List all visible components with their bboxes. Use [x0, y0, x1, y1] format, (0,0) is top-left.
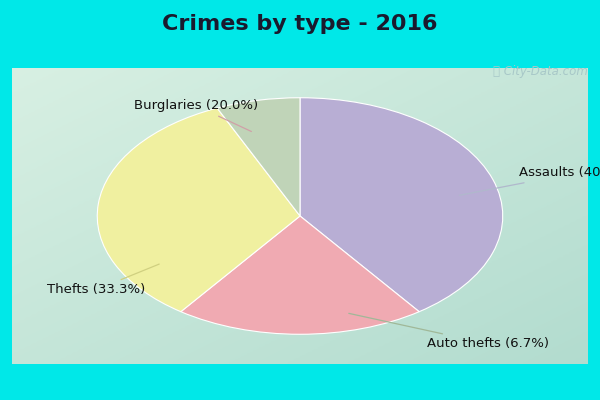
Text: ⓘ City-Data.com: ⓘ City-Data.com	[493, 65, 588, 78]
Text: Auto thefts (6.7%): Auto thefts (6.7%)	[349, 313, 549, 350]
Text: Burglaries (20.0%): Burglaries (20.0%)	[134, 99, 258, 132]
Text: Crimes by type - 2016: Crimes by type - 2016	[162, 14, 438, 34]
Wedge shape	[300, 98, 503, 312]
Text: Thefts (33.3%): Thefts (33.3%)	[47, 264, 159, 296]
Wedge shape	[181, 216, 419, 334]
Wedge shape	[97, 108, 300, 312]
Text: Assaults (40.0%): Assaults (40.0%)	[460, 166, 600, 195]
Wedge shape	[217, 98, 300, 216]
